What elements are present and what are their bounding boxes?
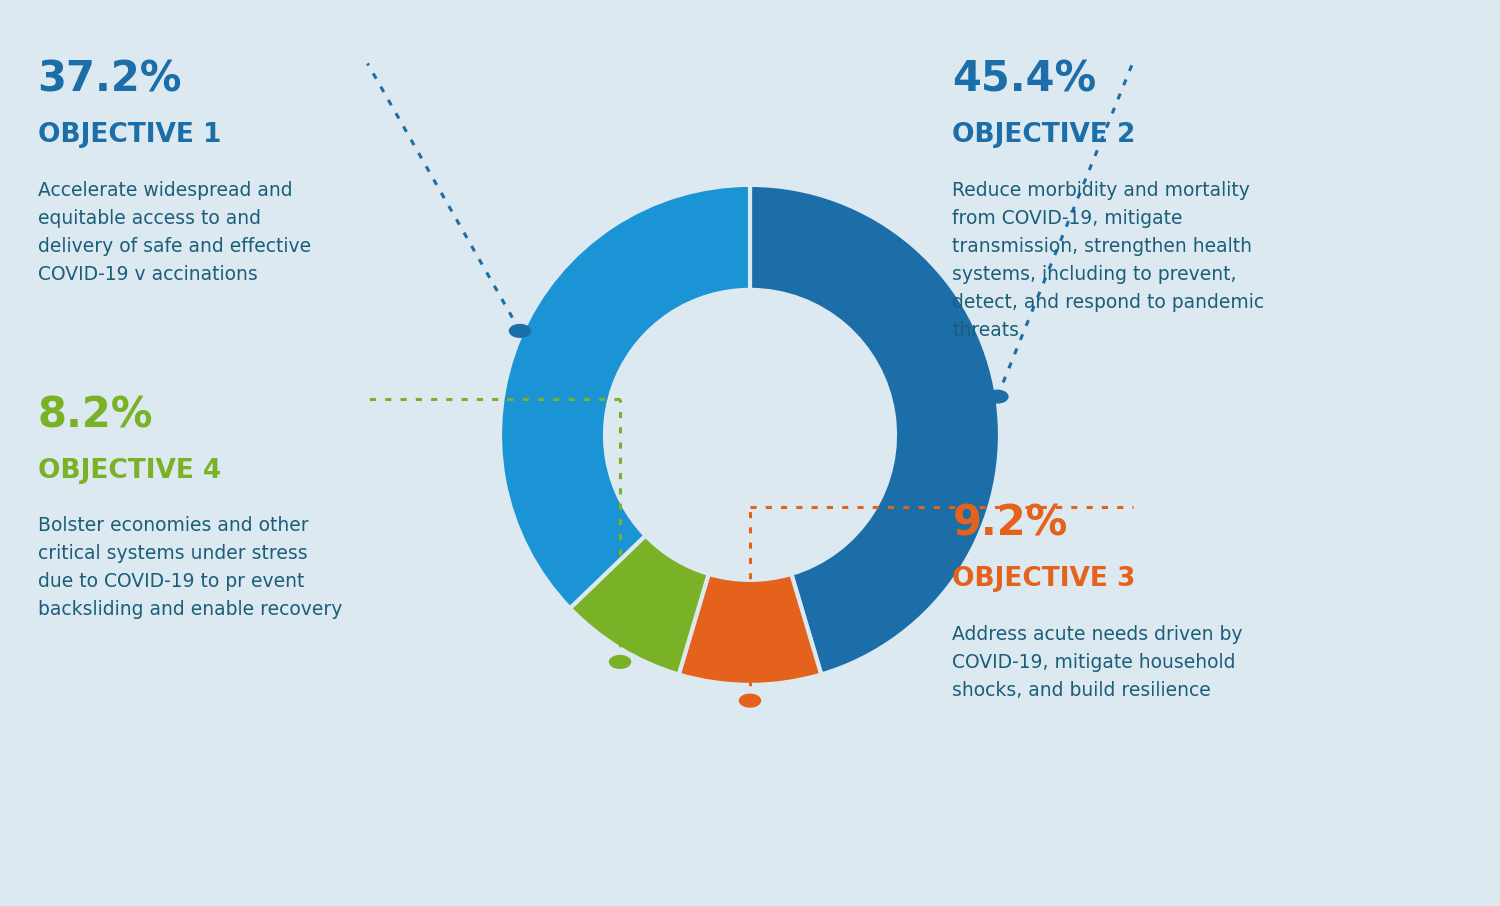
Wedge shape — [750, 185, 1000, 674]
Text: Address acute needs driven by
COVID-19, mitigate household
shocks, and build res: Address acute needs driven by COVID-19, … — [952, 625, 1244, 700]
Wedge shape — [500, 185, 750, 608]
Text: 9.2%: 9.2% — [952, 503, 1068, 545]
Wedge shape — [570, 535, 708, 674]
Text: Bolster economies and other
critical systems under stress
due to COVID-19 to pr : Bolster economies and other critical sys… — [38, 516, 342, 620]
Text: 8.2%: 8.2% — [38, 394, 153, 436]
Text: 37.2%: 37.2% — [38, 59, 182, 101]
Text: OBJECTIVE 4: OBJECTIVE 4 — [38, 458, 220, 484]
Text: OBJECTIVE 2: OBJECTIVE 2 — [952, 122, 1136, 149]
Text: OBJECTIVE 3: OBJECTIVE 3 — [952, 566, 1136, 593]
Wedge shape — [678, 573, 822, 685]
Text: Reduce morbidity and mortality
from COVID-19, mitigate
transmission, strengthen : Reduce morbidity and mortality from COVI… — [952, 181, 1264, 340]
Text: Accelerate widespread and
equitable access to and
delivery of safe and effective: Accelerate widespread and equitable acce… — [38, 181, 310, 284]
Text: OBJECTIVE 1: OBJECTIVE 1 — [38, 122, 220, 149]
Text: 45.4%: 45.4% — [952, 59, 1096, 101]
